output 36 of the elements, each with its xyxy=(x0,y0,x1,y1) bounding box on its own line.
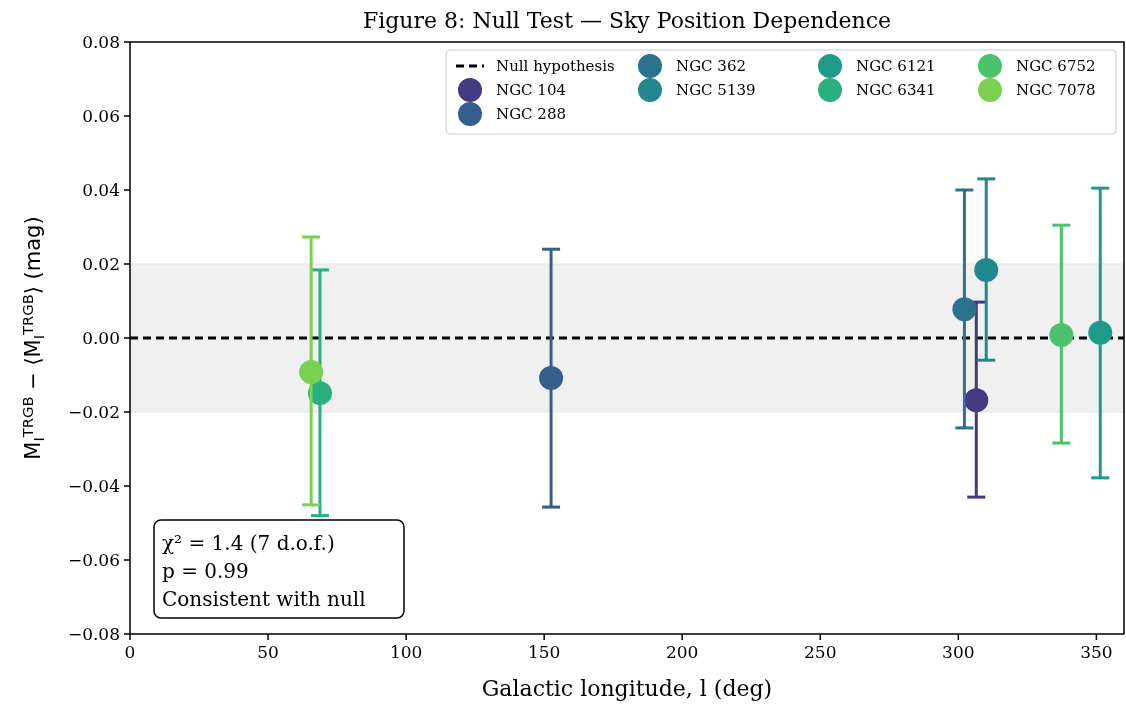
point xyxy=(964,388,989,413)
annotation: χ² = 1.4 (7 d.o.f.) p = 0.99 Consistent with null xyxy=(162,531,366,611)
legend-label: NGC 362 xyxy=(676,57,746,75)
x-axis-title: Galactic longitude, l (deg) xyxy=(481,676,773,701)
y-tick-label: −0.06 xyxy=(67,550,120,570)
legend-label: NGC 288 xyxy=(496,105,566,123)
x-tick-label: 350 xyxy=(1080,642,1113,662)
legend-label: NGC 6752 xyxy=(1016,57,1096,75)
x-tick-label: 150 xyxy=(527,642,561,662)
point xyxy=(1088,320,1113,345)
y-tick-label: −0.08 xyxy=(67,624,120,644)
point xyxy=(539,365,564,390)
point xyxy=(1049,323,1074,348)
x-tick-label: 0 xyxy=(124,642,136,662)
point xyxy=(299,360,324,385)
legend-label: NGC 5139 xyxy=(676,81,756,99)
y-tick-label: −0.02 xyxy=(67,402,120,422)
y-tick-label: 0.02 xyxy=(82,254,120,274)
x-tick-label: 50 xyxy=(257,642,279,662)
legend-label: Null hypothesis xyxy=(496,57,615,75)
legend-label: NGC 6121 xyxy=(856,57,936,75)
legend-label: NGC 104 xyxy=(496,81,566,99)
y-tick-label: −0.04 xyxy=(67,476,120,496)
x-tick-label: 100 xyxy=(389,642,423,662)
point xyxy=(974,257,999,282)
y-tick-label: 0.06 xyxy=(82,106,120,126)
legend-label: NGC 6341 xyxy=(856,81,936,99)
x-tick-label: 300 xyxy=(942,642,975,662)
chart-title: Figure 8: Null Test — Sky Position Dependence xyxy=(362,8,892,33)
y-tick-label: 0.00 xyxy=(82,328,120,348)
x-tick-label: 200 xyxy=(666,642,699,662)
legend-label: NGC 7078 xyxy=(1016,81,1096,99)
x-tick-label: 250 xyxy=(804,642,837,662)
y-tick-label: 0.08 xyxy=(82,32,120,52)
y-tick-label: 0.04 xyxy=(82,180,120,200)
point xyxy=(952,297,977,322)
